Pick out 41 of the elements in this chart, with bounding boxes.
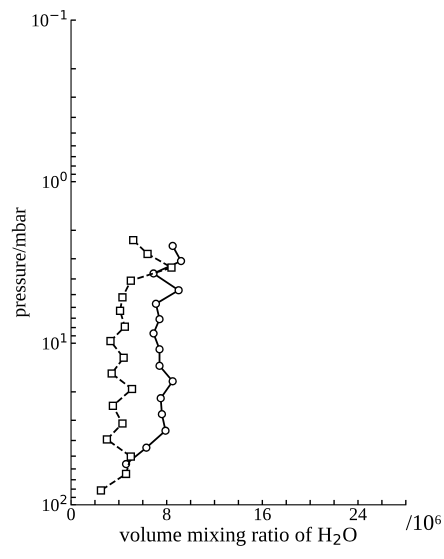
point [168, 242, 177, 250]
x-tick-label: 8 [162, 508, 171, 520]
point [118, 293, 127, 302]
point [155, 362, 164, 370]
point [122, 470, 130, 478]
point [167, 263, 176, 272]
point [108, 402, 118, 410]
x-tick-label: 24 [350, 508, 367, 520]
point [119, 354, 128, 362]
point [149, 329, 158, 338]
y-tick-label: 10$^{−1}$ [32, 10, 67, 26]
y-tick-label: 10$^{0}$ [42, 172, 67, 188]
y-tick-label: 10$^{2}$ [42, 494, 66, 512]
point [120, 322, 130, 331]
point [155, 315, 164, 324]
point [176, 256, 186, 266]
point [96, 486, 106, 495]
point [158, 410, 166, 418]
point [168, 377, 177, 386]
point [142, 443, 151, 452]
point [161, 426, 170, 435]
point [156, 394, 165, 402]
point [116, 306, 124, 315]
text: /10⁶ [406, 515, 441, 530]
point [106, 336, 115, 346]
point [126, 452, 135, 461]
point [155, 345, 164, 354]
point [174, 286, 183, 294]
point [126, 276, 135, 285]
x-tick-label: 0 [67, 508, 75, 520]
point [108, 369, 116, 378]
y-axis-title: pressure/mbar [12, 208, 30, 318]
point [152, 300, 160, 308]
point [129, 236, 138, 244]
y-tick-label: 10$^{1}$ [42, 333, 66, 350]
point [143, 250, 152, 258]
point [128, 384, 136, 394]
point [102, 435, 112, 444]
x-tick-label: 16 [254, 508, 271, 520]
point [118, 419, 127, 428]
x-axis-title: volume mixing ratio of H$_{2}$O [119, 526, 357, 546]
